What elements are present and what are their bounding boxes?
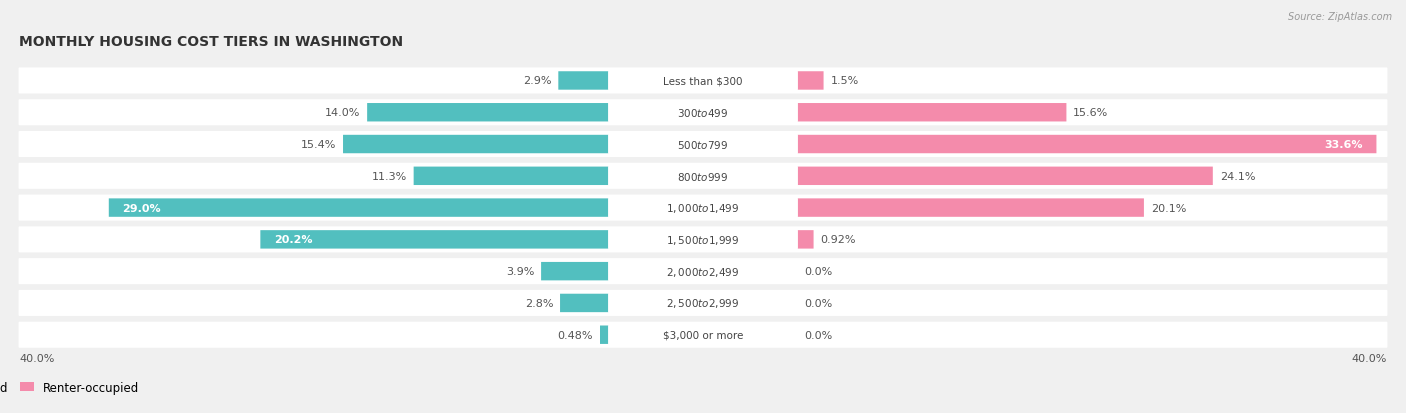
- Text: 15.6%: 15.6%: [1073, 108, 1108, 118]
- FancyBboxPatch shape: [18, 259, 1388, 285]
- Text: $1,000 to $1,499: $1,000 to $1,499: [666, 202, 740, 215]
- FancyBboxPatch shape: [797, 230, 814, 249]
- Text: 15.4%: 15.4%: [301, 140, 336, 150]
- FancyBboxPatch shape: [609, 294, 797, 312]
- FancyBboxPatch shape: [609, 104, 797, 122]
- Text: Less than $300: Less than $300: [664, 76, 742, 86]
- FancyBboxPatch shape: [18, 322, 1388, 348]
- FancyBboxPatch shape: [560, 294, 609, 312]
- FancyBboxPatch shape: [609, 326, 797, 344]
- Text: $2,500 to $2,999: $2,500 to $2,999: [666, 297, 740, 310]
- Text: 2.9%: 2.9%: [523, 76, 551, 86]
- Text: 0.0%: 0.0%: [804, 298, 832, 308]
- FancyBboxPatch shape: [108, 199, 609, 217]
- FancyBboxPatch shape: [367, 104, 609, 122]
- FancyBboxPatch shape: [18, 227, 1388, 253]
- Text: $800 to $999: $800 to $999: [678, 171, 728, 183]
- FancyBboxPatch shape: [558, 72, 609, 90]
- Text: Source: ZipAtlas.com: Source: ZipAtlas.com: [1288, 12, 1392, 22]
- FancyBboxPatch shape: [797, 199, 1144, 217]
- Text: 0.0%: 0.0%: [804, 330, 832, 340]
- Text: 1.5%: 1.5%: [831, 76, 859, 86]
- Legend: Owner-occupied, Renter-occupied: Owner-occupied, Renter-occupied: [0, 376, 145, 399]
- Text: MONTHLY HOUSING COST TIERS IN WASHINGTON: MONTHLY HOUSING COST TIERS IN WASHINGTON: [20, 35, 404, 49]
- FancyBboxPatch shape: [609, 262, 797, 281]
- FancyBboxPatch shape: [413, 167, 609, 185]
- Text: $1,500 to $1,999: $1,500 to $1,999: [666, 233, 740, 246]
- Text: 11.3%: 11.3%: [371, 171, 406, 181]
- Text: 24.1%: 24.1%: [1219, 171, 1256, 181]
- Text: 40.0%: 40.0%: [1351, 353, 1386, 363]
- FancyBboxPatch shape: [18, 100, 1388, 126]
- FancyBboxPatch shape: [541, 262, 609, 281]
- FancyBboxPatch shape: [609, 167, 797, 185]
- FancyBboxPatch shape: [609, 230, 797, 249]
- FancyBboxPatch shape: [797, 135, 1376, 154]
- FancyBboxPatch shape: [609, 72, 797, 90]
- FancyBboxPatch shape: [18, 290, 1388, 316]
- FancyBboxPatch shape: [609, 135, 797, 154]
- FancyBboxPatch shape: [609, 199, 797, 217]
- Text: 3.9%: 3.9%: [506, 266, 534, 276]
- Text: 33.6%: 33.6%: [1324, 140, 1362, 150]
- Text: 40.0%: 40.0%: [20, 353, 55, 363]
- Text: 29.0%: 29.0%: [122, 203, 162, 213]
- Text: 14.0%: 14.0%: [325, 108, 360, 118]
- Text: 0.48%: 0.48%: [558, 330, 593, 340]
- Text: $300 to $499: $300 to $499: [678, 107, 728, 119]
- Text: $2,000 to $2,499: $2,000 to $2,499: [666, 265, 740, 278]
- FancyBboxPatch shape: [18, 195, 1388, 221]
- Text: 20.1%: 20.1%: [1152, 203, 1187, 213]
- FancyBboxPatch shape: [797, 167, 1213, 185]
- FancyBboxPatch shape: [343, 135, 609, 154]
- FancyBboxPatch shape: [18, 132, 1388, 158]
- FancyBboxPatch shape: [797, 104, 1066, 122]
- Text: 0.0%: 0.0%: [804, 266, 832, 276]
- FancyBboxPatch shape: [797, 72, 824, 90]
- Text: 2.8%: 2.8%: [524, 298, 553, 308]
- Text: 20.2%: 20.2%: [274, 235, 312, 245]
- FancyBboxPatch shape: [18, 164, 1388, 190]
- Text: $3,000 or more: $3,000 or more: [662, 330, 744, 340]
- Text: $500 to $799: $500 to $799: [678, 139, 728, 151]
- FancyBboxPatch shape: [260, 230, 609, 249]
- Text: 0.92%: 0.92%: [821, 235, 856, 245]
- FancyBboxPatch shape: [600, 326, 609, 344]
- FancyBboxPatch shape: [18, 68, 1388, 94]
